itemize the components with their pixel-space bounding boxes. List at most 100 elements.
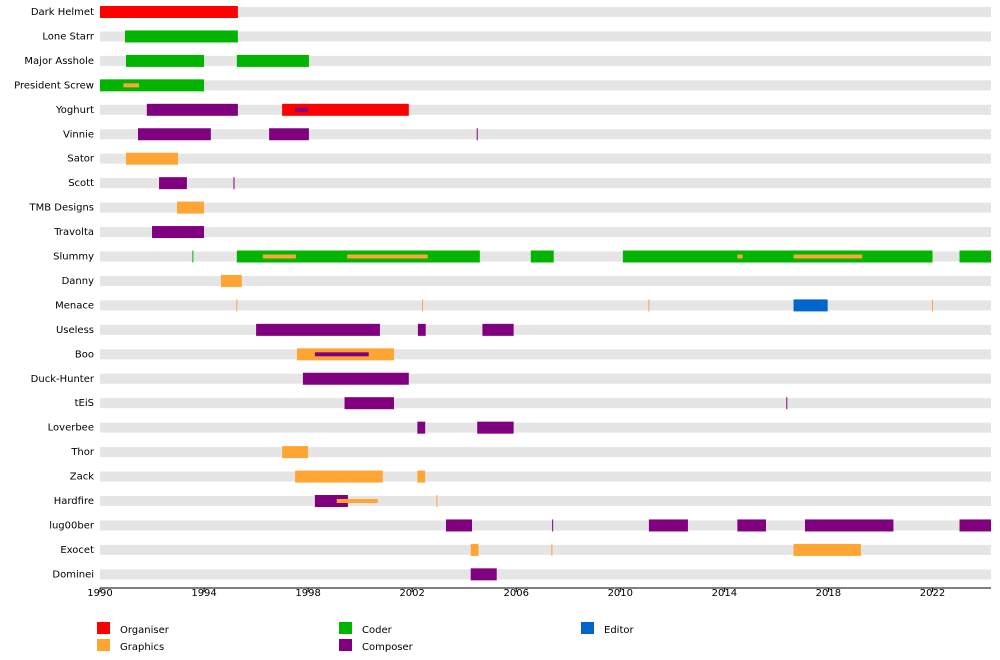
row-label: Travolta [53, 227, 94, 238]
overlay-bar [336, 499, 378, 503]
period-bar [177, 201, 205, 214]
period-bar [648, 519, 688, 532]
legend-label: Organiser [120, 625, 170, 636]
period-bar [159, 177, 187, 190]
row-background [100, 398, 991, 409]
legend-swatch [581, 622, 594, 634]
row-background [100, 544, 991, 555]
overlay-bar [793, 254, 863, 259]
x-tick-label: 1994 [191, 588, 216, 599]
x-tick-label: 2014 [712, 588, 737, 599]
row-background [100, 447, 991, 458]
row-background [100, 153, 991, 164]
x-tick-label: 1998 [295, 588, 320, 599]
row-background [100, 569, 991, 580]
period-bar [152, 226, 205, 239]
period-bar [100, 6, 238, 18]
row-background [100, 373, 991, 384]
period-bar [530, 250, 554, 263]
row-background [100, 300, 991, 311]
row-label: Vinnie [63, 129, 94, 140]
row-background [100, 129, 991, 140]
period-bar [804, 519, 894, 532]
legend-label: Coder [362, 625, 393, 636]
overlay-bar [737, 254, 743, 259]
row-label: TMB Designs [28, 203, 94, 214]
row-label: Boo [75, 349, 94, 360]
period-bar [302, 372, 409, 385]
period-bar [314, 495, 348, 507]
period-bar [470, 568, 497, 581]
row-background [100, 422, 991, 433]
row-label: Danny [62, 276, 95, 287]
period-bar [737, 519, 766, 532]
period-bar [622, 250, 933, 263]
row-background [100, 227, 991, 238]
row-background [100, 520, 991, 531]
period-bar [417, 323, 426, 336]
period-bar [282, 446, 309, 459]
period-bar [256, 323, 380, 336]
period-bar [220, 274, 242, 287]
row-label: Dominei [52, 569, 94, 580]
period-bar [470, 543, 479, 556]
row-background [100, 349, 991, 360]
row-label: Sator [67, 154, 95, 165]
x-tick-label: 2002 [399, 588, 424, 599]
legend-swatch [339, 622, 352, 634]
row-label: Loverbee [48, 423, 94, 434]
legend-label: Composer [362, 642, 414, 653]
row-background [100, 496, 991, 506]
period-bar [269, 128, 309, 141]
row-label: President Screw [14, 80, 94, 91]
row-background [100, 7, 991, 17]
period-bar [126, 54, 205, 67]
row-label: Menace [55, 300, 94, 311]
legend-swatch [339, 639, 352, 651]
row-label: Exocet [60, 545, 94, 556]
legend-swatch [97, 622, 110, 634]
period-bar [477, 421, 514, 434]
row-label: Lone Starr [42, 31, 95, 42]
row-background [100, 31, 991, 42]
row-background [100, 275, 991, 286]
legend-label: Editor [604, 625, 634, 636]
row-background [100, 178, 991, 189]
row-background [100, 202, 991, 213]
row-label: Major Asshole [24, 56, 94, 67]
x-tick-label: 2010 [608, 588, 633, 599]
overlay-bar [262, 254, 296, 259]
period-bar [146, 103, 238, 116]
row-background [100, 324, 991, 335]
row-label: Scott [68, 178, 94, 189]
x-tick-label: 2022 [920, 588, 945, 599]
row-label: Hardfire [54, 496, 94, 507]
row-background [100, 471, 991, 482]
period-bar [482, 323, 514, 336]
row-label: Yoghurt [55, 105, 94, 116]
row-background [100, 55, 991, 66]
period-bar [793, 299, 828, 312]
overlay-bar [314, 352, 369, 357]
x-tick-label: 2006 [504, 588, 529, 599]
legend-label: Graphics [120, 642, 164, 653]
legend-swatch [97, 639, 110, 651]
period-bar [417, 421, 426, 434]
period-bar [344, 397, 394, 410]
overlay-bar [295, 107, 309, 112]
overlay-bar [347, 254, 428, 259]
period-bar [959, 250, 991, 263]
row-label: Thor [70, 447, 95, 458]
period-bar [282, 103, 409, 116]
period-bar [236, 54, 309, 67]
row-label: tEiS [75, 398, 94, 409]
x-tick-label: 1990 [87, 588, 112, 599]
period-bar [417, 470, 426, 483]
row-label: Dark Helmet [31, 7, 94, 18]
row-label: Zack [70, 472, 94, 483]
row-background [100, 104, 991, 115]
period-bar [793, 543, 861, 556]
x-tick-label: 2018 [816, 588, 841, 599]
row-label: Useless [56, 325, 94, 336]
